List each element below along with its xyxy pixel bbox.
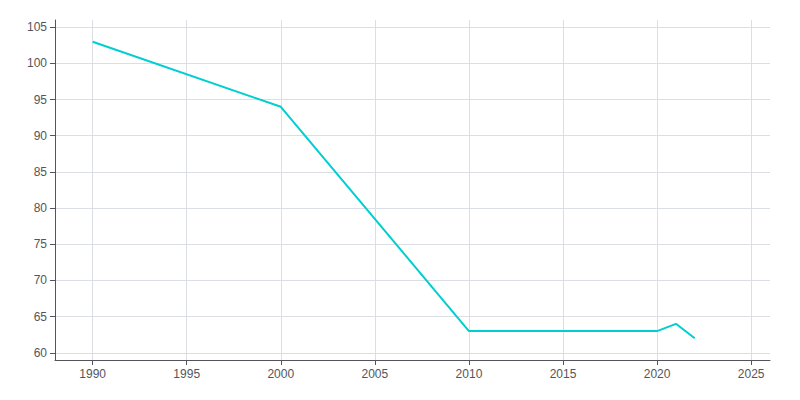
svg-text:75: 75 [34,237,48,251]
svg-text:60: 60 [34,346,48,360]
svg-text:2015: 2015 [550,367,577,381]
svg-text:90: 90 [34,129,48,143]
svg-text:85: 85 [34,165,48,179]
svg-text:95: 95 [34,93,48,107]
svg-text:65: 65 [34,310,48,324]
svg-text:100: 100 [27,56,47,70]
svg-text:2020: 2020 [644,367,671,381]
svg-text:70: 70 [34,273,48,287]
svg-text:2005: 2005 [362,367,389,381]
svg-text:2025: 2025 [738,367,765,381]
svg-text:2010: 2010 [456,367,483,381]
svg-text:80: 80 [34,201,48,215]
svg-text:1995: 1995 [173,367,200,381]
svg-text:2000: 2000 [267,367,294,381]
svg-text:1990: 1990 [79,367,106,381]
svg-text:105: 105 [27,20,47,34]
